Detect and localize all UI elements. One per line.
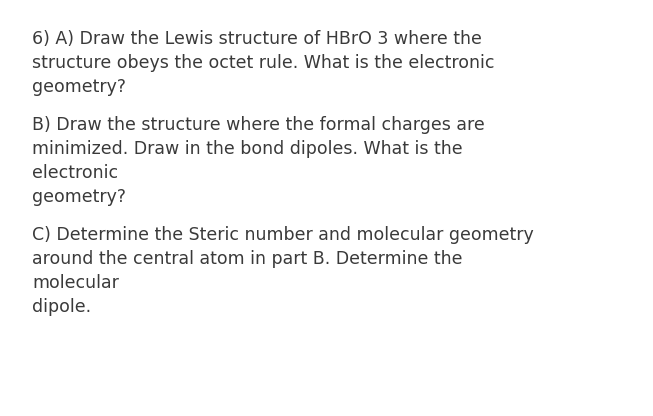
- Text: molecular: molecular: [32, 274, 119, 292]
- Text: electronic: electronic: [32, 164, 118, 182]
- Text: structure obeys the octet rule. What is the electronic: structure obeys the octet rule. What is …: [32, 54, 494, 72]
- Text: C) Determine the Steric number and molecular geometry: C) Determine the Steric number and molec…: [32, 226, 534, 244]
- Text: around the central atom in part B. Determine the: around the central atom in part B. Deter…: [32, 250, 462, 268]
- Text: geometry?: geometry?: [32, 188, 126, 206]
- Text: minimized. Draw in the bond dipoles. What is the: minimized. Draw in the bond dipoles. Wha…: [32, 140, 462, 158]
- Text: dipole.: dipole.: [32, 298, 91, 316]
- Text: B) Draw the structure where the formal charges are: B) Draw the structure where the formal c…: [32, 116, 485, 134]
- Text: 6) A) Draw the Lewis structure of HBrO 3 where the: 6) A) Draw the Lewis structure of HBrO 3…: [32, 30, 482, 48]
- Text: geometry?: geometry?: [32, 78, 126, 96]
